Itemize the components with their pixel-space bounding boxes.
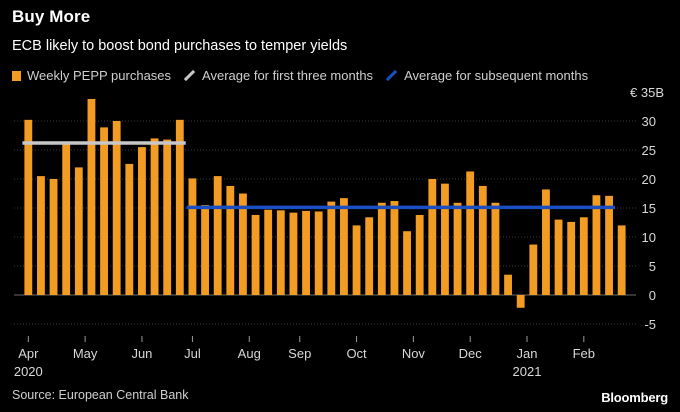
y-tick-label: 25 bbox=[642, 143, 656, 158]
x-tick-label: Sep bbox=[288, 346, 311, 361]
x-tick-label: Jan bbox=[517, 346, 538, 361]
bar bbox=[49, 179, 58, 295]
bar bbox=[188, 178, 197, 295]
bar bbox=[226, 185, 235, 295]
legend-item-weekly: Weekly PEPP purchases bbox=[12, 68, 171, 83]
bar bbox=[441, 183, 449, 295]
x-year-label: 2021 bbox=[513, 364, 542, 379]
bar bbox=[453, 202, 462, 295]
bar bbox=[264, 209, 273, 295]
x-tick-label: Nov bbox=[402, 346, 426, 361]
y-unit-label: € 35B bbox=[630, 85, 664, 100]
chart-legend: Weekly PEPP purchases Average for first … bbox=[12, 68, 600, 83]
bar bbox=[403, 231, 411, 295]
legend-swatch-weekly bbox=[12, 70, 21, 81]
bar bbox=[579, 217, 588, 295]
source-note: Source: European Central Bank bbox=[12, 388, 189, 402]
bar bbox=[352, 225, 361, 295]
legend-label-weekly: Weekly PEPP purchases bbox=[27, 68, 172, 83]
bar bbox=[314, 211, 323, 295]
x-tick-label: Apr bbox=[18, 346, 39, 361]
x-tick-label: Jun bbox=[131, 346, 152, 361]
bar bbox=[340, 198, 348, 295]
y-tick-label: 30 bbox=[642, 114, 656, 129]
chart-subtitle: ECB likely to boost bond purchases to te… bbox=[12, 38, 348, 54]
bar bbox=[516, 295, 525, 308]
bar bbox=[377, 202, 386, 295]
bar bbox=[554, 219, 563, 295]
bar bbox=[150, 138, 159, 295]
bar bbox=[125, 163, 134, 295]
bar bbox=[529, 244, 538, 295]
bar bbox=[201, 205, 209, 295]
bar bbox=[289, 212, 298, 295]
y-tick-label: 10 bbox=[642, 230, 656, 245]
bar bbox=[112, 121, 121, 295]
bar bbox=[617, 225, 626, 295]
bar bbox=[276, 210, 285, 295]
x-year-label: 2020 bbox=[14, 364, 43, 379]
bar bbox=[365, 217, 374, 295]
legend-item-subsequent-avg: Average for subsequent months bbox=[385, 68, 588, 83]
x-tick-label: Feb bbox=[573, 346, 595, 361]
bar bbox=[390, 201, 399, 295]
y-axis: 30 25 20 15 10 5 0 -5 € 35B bbox=[630, 85, 664, 332]
x-tick-label: Oct bbox=[346, 346, 367, 361]
bar bbox=[605, 195, 613, 295]
y-tick-label: 15 bbox=[642, 201, 656, 216]
y-tick-label: -5 bbox=[644, 317, 656, 332]
bar bbox=[74, 167, 83, 295]
bar bbox=[504, 274, 512, 295]
x-tick-label: Jul bbox=[184, 346, 201, 361]
bar bbox=[100, 127, 108, 295]
bar bbox=[542, 189, 550, 295]
legend-label-first-avg: Average for first three months bbox=[202, 68, 374, 83]
y-tick-label: 5 bbox=[649, 259, 656, 274]
bar bbox=[415, 214, 424, 295]
bar bbox=[251, 214, 260, 295]
bar bbox=[87, 98, 96, 296]
bar bbox=[478, 185, 487, 295]
bloomberg-logo: Bloomberg bbox=[601, 390, 668, 405]
bar bbox=[592, 195, 601, 295]
x-axis: Apr May Jun Jul Aug Sep Oct Nov Dec Jan Feb 2020 202… bbox=[14, 336, 595, 379]
bar bbox=[175, 119, 184, 295]
bar bbox=[37, 176, 45, 295]
x-tick-label: Aug bbox=[238, 346, 261, 361]
legend-item-first-avg: Average for first three months bbox=[183, 68, 373, 83]
bar bbox=[239, 193, 247, 295]
bar bbox=[24, 119, 33, 295]
bar bbox=[62, 143, 71, 295]
bar-series bbox=[24, 98, 626, 308]
bar bbox=[163, 139, 172, 295]
legend-label-subsequent-avg: Average for subsequent months bbox=[404, 68, 589, 83]
bar bbox=[213, 176, 222, 295]
bar bbox=[567, 221, 576, 295]
x-tick-label: Dec bbox=[459, 346, 483, 361]
bar bbox=[302, 210, 310, 295]
x-tick-label: May bbox=[73, 346, 98, 361]
chart-title: Buy More bbox=[12, 7, 91, 26]
y-tick-label: 20 bbox=[642, 172, 656, 187]
average-lines bbox=[22, 141, 615, 210]
bar bbox=[491, 202, 500, 295]
bar bbox=[138, 147, 146, 295]
bar bbox=[466, 171, 475, 295]
y-tick-label: 0 bbox=[649, 288, 656, 303]
bar bbox=[428, 179, 437, 295]
bar bbox=[327, 201, 336, 295]
